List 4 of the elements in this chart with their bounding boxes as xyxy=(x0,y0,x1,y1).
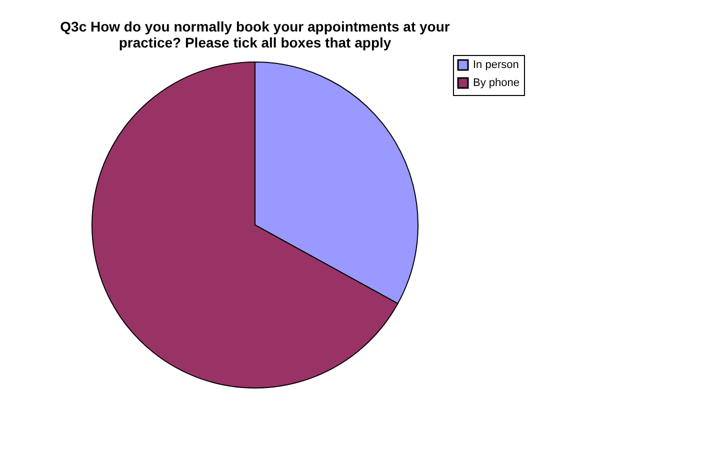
legend-label: By phone xyxy=(473,77,520,89)
text: Q3c How do you normally book your appointments at your xyxy=(60,18,450,34)
legend-label: In person xyxy=(473,59,519,71)
text: practice? Please tick all boxes that apply xyxy=(118,34,392,50)
